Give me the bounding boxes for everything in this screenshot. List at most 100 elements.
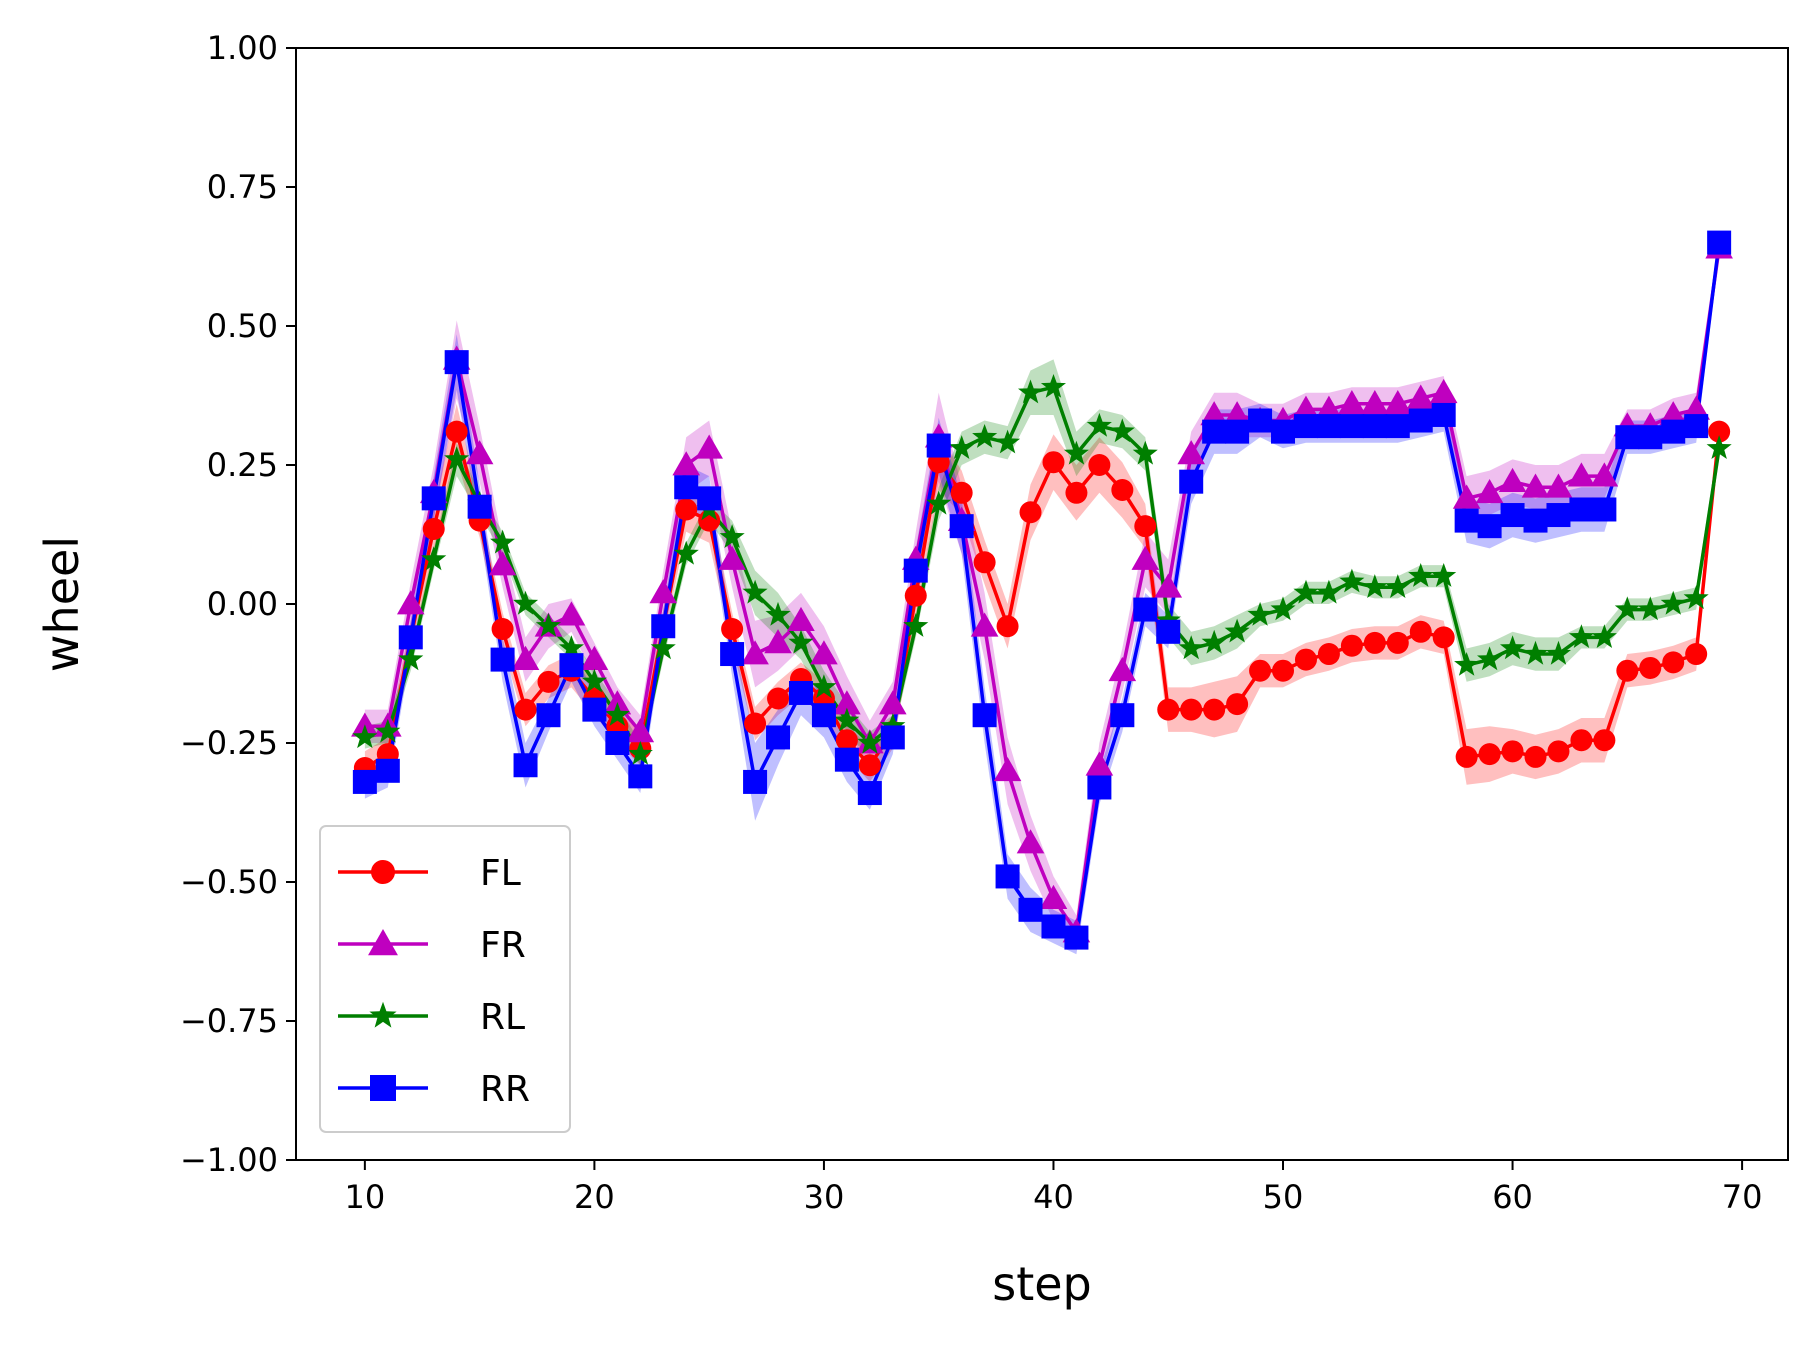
data-point-rl: [972, 424, 998, 448]
data-point-fr: [1177, 440, 1205, 465]
data-point-fr: [764, 629, 792, 654]
data-point-fl: [904, 584, 927, 607]
data-point-rl: [1155, 607, 1181, 632]
data-point-rr: [1362, 414, 1387, 439]
data-point-rl: [1178, 635, 1204, 660]
data-point-fr: [580, 645, 609, 670]
data-point-fr: [1361, 390, 1389, 415]
data-point-rr: [1684, 414, 1709, 439]
y-tick-label: −0.75: [180, 1002, 278, 1040]
legend-item-fl[interactable]: FL: [338, 853, 521, 894]
legend-marker-rl: [369, 1001, 397, 1028]
y-tick-label: −0.50: [180, 863, 278, 901]
y-tick-label: 0.75: [207, 168, 278, 206]
data-point-rl: [444, 446, 470, 471]
data-point-fl: [1203, 698, 1226, 721]
data-point-rr: [674, 475, 699, 500]
x-tick-label: 70: [1722, 1178, 1763, 1216]
data-point-rl: [1201, 629, 1227, 654]
data-point-fr: [833, 690, 861, 715]
x-axis-ticks: 10 20 30 40 50 60 70: [345, 1160, 1763, 1216]
data-point-fr: [557, 601, 586, 626]
data-point-rl: [1454, 652, 1480, 676]
data-point-rl: [513, 590, 539, 615]
x-tick-label: 10: [345, 1178, 386, 1216]
data-point-fr: [787, 606, 815, 632]
data-point-rr: [1477, 514, 1502, 539]
data-point-fr: [1498, 467, 1527, 493]
data-point-rr: [1523, 508, 1548, 533]
data-point-fl: [973, 551, 996, 574]
legend-label-fl: FL: [480, 853, 521, 894]
data-point-fl: [1616, 659, 1639, 682]
data-point-rl: [1477, 646, 1503, 671]
data-point-fr: [695, 434, 723, 459]
y-tick-label: 0.00: [207, 585, 278, 623]
data-point-rl: [1224, 618, 1250, 643]
data-point-fr: [626, 718, 655, 743]
data-point-rr: [1569, 497, 1594, 522]
data-point-fr: [1039, 884, 1068, 910]
data-point-rr: [1615, 425, 1640, 450]
data-point-fr: [810, 640, 838, 665]
data-point-fl: [1042, 451, 1065, 474]
data-point-rr: [1431, 402, 1456, 427]
data-point-rl: [719, 524, 745, 548]
legend[interactable]: FL FR RL RR: [319, 825, 571, 1133]
data-point-rr: [1385, 414, 1410, 439]
data-point-fl: [1547, 740, 1570, 763]
data-point-rl: [742, 579, 768, 604]
data-point-rr: [352, 769, 377, 794]
x-tick-label: 40: [1033, 1178, 1074, 1216]
legend-marker-fl: [371, 860, 395, 884]
data-point-fr: [879, 690, 907, 715]
data-point-rl: [1500, 635, 1526, 660]
data-point-rl: [1523, 640, 1549, 665]
data-point-rr: [1064, 925, 1089, 950]
data-point-fl: [1478, 743, 1501, 766]
data-point-rr: [834, 747, 859, 772]
x-axis-label: step: [992, 1257, 1092, 1311]
data-point-fr: [1475, 479, 1504, 504]
data-point-fl: [1065, 481, 1088, 504]
data-point-rl: [352, 724, 378, 749]
data-point-fl: [1455, 745, 1478, 768]
data-point-rl: [1063, 440, 1089, 465]
data-point-fr: [672, 451, 701, 476]
legend-item-rr[interactable]: RR: [338, 1069, 530, 1110]
data-point-rl: [1545, 640, 1571, 665]
legend-label-rl: RL: [480, 997, 525, 1038]
data-point-fl: [1111, 479, 1134, 502]
data-point-fl: [514, 698, 537, 721]
data-point-rl: [995, 429, 1021, 454]
data-point-rl: [1591, 624, 1617, 648]
data-point-rl: [857, 729, 883, 754]
data-point-rl: [1109, 418, 1135, 443]
data-point-fl: [1340, 634, 1363, 657]
data-point-rl: [788, 629, 814, 654]
data-point-fl: [675, 498, 698, 521]
data-point-fr: [1315, 395, 1343, 420]
data-point-rr: [720, 642, 745, 667]
data-point-rl: [421, 546, 447, 571]
data-point-rl: [1568, 624, 1594, 648]
data-point-fl: [1685, 643, 1708, 666]
data-point-fr: [1383, 390, 1412, 415]
data-point-rl: [1385, 574, 1411, 598]
data-point-rl: [765, 601, 791, 626]
x-tick-label: 20: [574, 1178, 615, 1216]
data-point-fr: [1223, 401, 1251, 426]
legend-item-fr[interactable]: FR: [338, 925, 526, 966]
data-point-fl: [1317, 643, 1340, 666]
data-point-rr: [1018, 897, 1043, 922]
markers-rl: [352, 374, 1732, 765]
data-point-fl: [1019, 501, 1042, 524]
data-point-rr: [375, 758, 400, 783]
data-point-rr: [398, 625, 423, 650]
legend-item-rl[interactable]: RL: [338, 997, 525, 1038]
data-point-rr: [1339, 414, 1364, 439]
data-point-rr: [972, 703, 997, 728]
data-point-rr: [788, 680, 813, 705]
data-point-fl: [1593, 729, 1616, 752]
